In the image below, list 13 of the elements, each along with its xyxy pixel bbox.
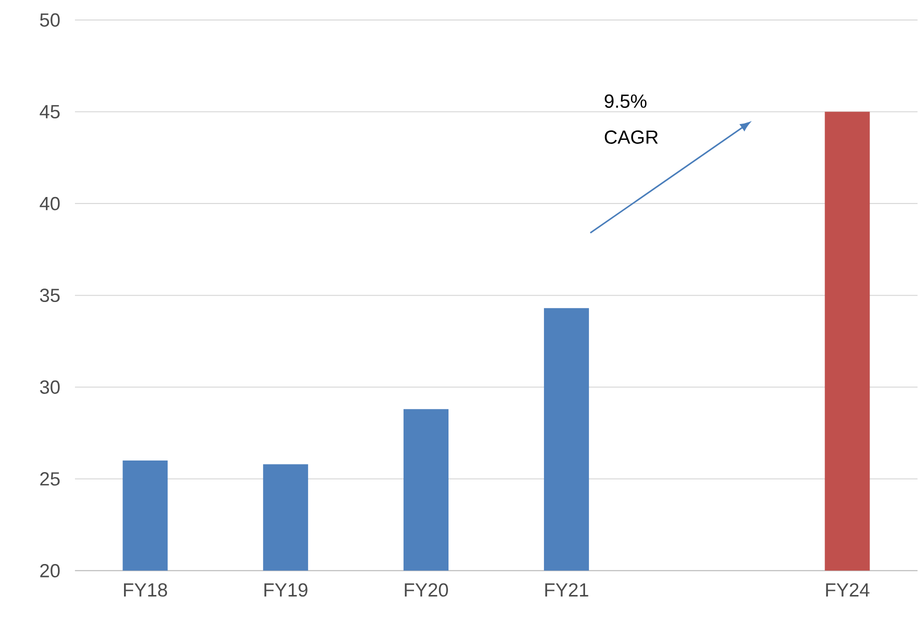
y-tick-label: 35 (40, 288, 60, 302)
x-tick-label: FY21 (545, 583, 588, 597)
annotation: 9.5% CAGR (604, 94, 658, 144)
y-tick-label: 40 (40, 197, 60, 210)
y-tick-label: 30 (40, 380, 60, 394)
x-tick-label: FY18 (124, 583, 168, 597)
y-tick-label: 45 (40, 105, 60, 119)
x-tick-label: FY24 (826, 583, 870, 597)
y-tick-label: 25 (40, 472, 60, 486)
y-tick-label: 50 (40, 13, 60, 27)
x-tick-label: FY20 (404, 583, 448, 597)
y-tick-label: 20 (40, 564, 60, 578)
x-tick-label: FY19 (264, 583, 308, 597)
